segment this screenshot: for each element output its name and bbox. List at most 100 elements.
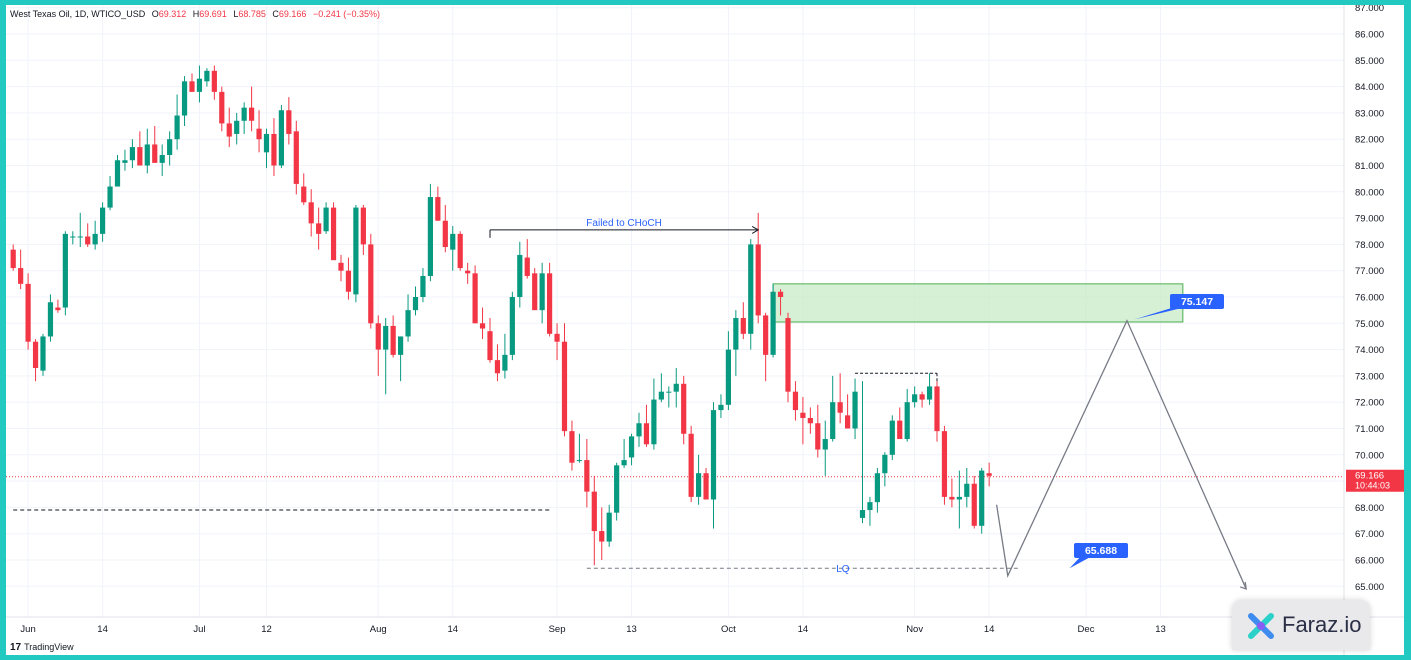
- time-tick-label: Jul: [193, 624, 205, 635]
- candle: [92, 220, 98, 250]
- price-tick-label: 65.000: [1355, 582, 1384, 593]
- candle: [628, 433, 635, 466]
- candle: [122, 149, 128, 171]
- candles: [10, 65, 992, 566]
- candle: [763, 312, 769, 382]
- candle: [517, 241, 523, 308]
- candle-body: [830, 402, 836, 440]
- candle: [114, 154, 121, 187]
- candle: [956, 470, 962, 529]
- candle: [740, 302, 746, 340]
- candle: [889, 415, 895, 461]
- candle: [472, 265, 478, 324]
- candle: [606, 504, 612, 547]
- candle-body: [398, 336, 404, 355]
- faraz-logo-icon: [1248, 613, 1274, 639]
- price-tick-label: 72.000: [1355, 398, 1384, 409]
- candle-body: [457, 233, 463, 269]
- price-tick-label: 80.000: [1355, 187, 1384, 198]
- candle-body: [688, 433, 694, 497]
- time-tick-label: 14: [984, 624, 995, 635]
- low-label: L: [233, 9, 239, 19]
- candle-body: [450, 233, 456, 250]
- candle-body: [621, 460, 627, 466]
- candle-body: [517, 254, 523, 297]
- candle: [658, 373, 664, 403]
- candle: [584, 439, 590, 508]
- time-tick-label: Dec: [1078, 624, 1095, 635]
- price-tick-label: 67.000: [1355, 529, 1384, 540]
- candle: [532, 268, 538, 311]
- candle-body: [420, 275, 426, 297]
- candle-body: [100, 207, 106, 234]
- candle-body: [301, 186, 307, 203]
- last-price-value: 69.166: [1355, 471, 1384, 482]
- candle: [681, 375, 687, 445]
- candle-body: [904, 402, 910, 440]
- candle-body: [107, 186, 113, 208]
- candle: [457, 231, 463, 271]
- candle-body: [18, 268, 24, 284]
- candle-body: [502, 354, 508, 371]
- candle: [487, 318, 493, 363]
- tradingview-brand[interactable]: 17 TradingView: [10, 642, 74, 653]
- candle: [770, 283, 776, 358]
- candle-body: [204, 70, 210, 82]
- candle: [926, 373, 933, 405]
- candle-body: [412, 297, 419, 311]
- candle: [47, 294, 54, 342]
- candle: [897, 407, 903, 440]
- candle: [398, 336, 404, 382]
- candle-body: [77, 236, 83, 238]
- price-tick-label: 77.000: [1355, 266, 1384, 277]
- candle: [263, 128, 270, 169]
- candle: [673, 368, 679, 408]
- symbol-title[interactable]: West Texas Oil, 1D, WTICO_USD: [10, 9, 146, 19]
- candle-body: [852, 391, 858, 429]
- candle-body: [47, 302, 54, 337]
- candle: [859, 381, 866, 524]
- price-axis: 65.00066.00067.00068.00069.00070.00071.0…: [1355, 5, 1384, 593]
- candle: [77, 212, 83, 248]
- candle-body: [293, 131, 299, 184]
- candle-body: [971, 483, 977, 526]
- candle: [55, 299, 61, 313]
- candle-body: [755, 244, 761, 316]
- candle-body: [62, 233, 68, 308]
- price-tick-label: 68.000: [1355, 503, 1384, 514]
- candle: [599, 507, 605, 560]
- candle: [852, 378, 858, 440]
- candle: [383, 318, 389, 395]
- candle: [390, 315, 396, 358]
- candle: [18, 249, 24, 290]
- candle: [547, 262, 553, 337]
- candle: [412, 286, 419, 316]
- candle: [442, 204, 448, 253]
- candle-body: [167, 139, 173, 155]
- candlestick-chart[interactable]: Failed to CHoCH LQ 75.147 65.688 65.000 66.00…: [6, 5, 1404, 655]
- candle-body: [241, 107, 247, 121]
- candle: [576, 433, 582, 463]
- candle: [688, 425, 694, 503]
- candle-body: [286, 110, 292, 134]
- candle-body: [479, 323, 486, 329]
- candle: [986, 462, 992, 487]
- close-label: C: [272, 9, 279, 19]
- candle: [129, 139, 135, 169]
- time-tick-label: Aug: [370, 624, 387, 635]
- candle: [874, 467, 880, 513]
- time-tick-label: Oct: [721, 624, 736, 635]
- candle-body: [934, 386, 940, 432]
- candle: [427, 183, 433, 282]
- callout-75: 75.147: [1134, 294, 1224, 320]
- candle-body: [25, 283, 31, 342]
- candle: [301, 173, 307, 205]
- candle-body: [770, 291, 776, 355]
- candle-body: [360, 207, 366, 245]
- candle-body: [576, 460, 582, 462]
- candle-body: [636, 423, 642, 437]
- candle-body: [353, 207, 359, 295]
- candle-body: [144, 144, 150, 166]
- time-tick-label: 13: [626, 624, 637, 635]
- candle: [375, 315, 381, 376]
